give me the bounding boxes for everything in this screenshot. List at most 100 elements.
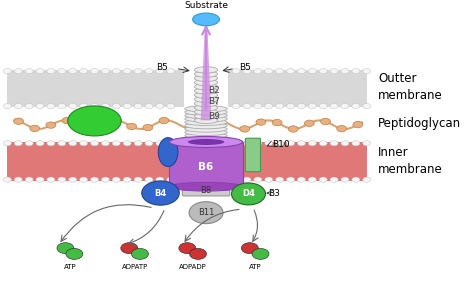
Circle shape bbox=[363, 103, 371, 109]
Circle shape bbox=[337, 126, 346, 132]
Ellipse shape bbox=[194, 75, 218, 81]
Text: B2: B2 bbox=[208, 86, 220, 94]
Circle shape bbox=[265, 177, 273, 182]
Circle shape bbox=[330, 177, 338, 182]
Circle shape bbox=[243, 141, 251, 146]
Text: B8: B8 bbox=[201, 186, 212, 195]
Circle shape bbox=[189, 202, 223, 224]
Circle shape bbox=[47, 69, 55, 74]
Circle shape bbox=[254, 69, 262, 74]
Circle shape bbox=[254, 141, 262, 146]
Circle shape bbox=[240, 126, 250, 132]
Circle shape bbox=[363, 141, 371, 146]
Circle shape bbox=[286, 141, 294, 146]
Circle shape bbox=[319, 141, 327, 146]
Ellipse shape bbox=[185, 129, 227, 135]
Text: B4: B4 bbox=[155, 189, 167, 198]
Circle shape bbox=[272, 119, 282, 126]
Ellipse shape bbox=[194, 113, 218, 119]
Circle shape bbox=[352, 177, 360, 182]
Polygon shape bbox=[201, 27, 211, 120]
Circle shape bbox=[58, 177, 66, 182]
Text: ATP: ATP bbox=[64, 264, 76, 270]
Text: B11: B11 bbox=[198, 208, 214, 217]
Circle shape bbox=[275, 177, 283, 182]
Circle shape bbox=[232, 177, 240, 182]
Circle shape bbox=[25, 141, 33, 146]
Bar bbox=[8, 142, 184, 181]
Ellipse shape bbox=[194, 79, 218, 86]
Text: ADPATP: ADPATP bbox=[121, 264, 148, 270]
Circle shape bbox=[304, 120, 314, 127]
Ellipse shape bbox=[192, 13, 219, 26]
Circle shape bbox=[265, 69, 273, 74]
Circle shape bbox=[275, 141, 283, 146]
Circle shape bbox=[134, 177, 142, 182]
Text: B5: B5 bbox=[156, 63, 168, 72]
Circle shape bbox=[80, 141, 88, 146]
Ellipse shape bbox=[194, 96, 218, 102]
Circle shape bbox=[36, 103, 44, 109]
Circle shape bbox=[288, 126, 298, 132]
Circle shape bbox=[352, 69, 360, 74]
Circle shape bbox=[134, 103, 142, 109]
Circle shape bbox=[308, 141, 316, 146]
Circle shape bbox=[91, 177, 99, 182]
Text: B5: B5 bbox=[239, 63, 251, 72]
Text: B9: B9 bbox=[208, 112, 220, 121]
Circle shape bbox=[308, 69, 316, 74]
Circle shape bbox=[69, 69, 77, 74]
Circle shape bbox=[123, 141, 131, 146]
Circle shape bbox=[112, 141, 120, 146]
Circle shape bbox=[363, 69, 371, 74]
Circle shape bbox=[265, 103, 273, 109]
Circle shape bbox=[14, 177, 22, 182]
Circle shape bbox=[232, 69, 240, 74]
Ellipse shape bbox=[185, 136, 227, 142]
Circle shape bbox=[91, 141, 99, 146]
Circle shape bbox=[179, 243, 196, 254]
Text: Substrate: Substrate bbox=[184, 1, 228, 10]
Circle shape bbox=[241, 243, 258, 254]
Circle shape bbox=[91, 103, 99, 109]
Circle shape bbox=[47, 103, 55, 109]
Circle shape bbox=[320, 118, 330, 125]
Circle shape bbox=[14, 118, 23, 124]
Circle shape bbox=[286, 69, 294, 74]
Circle shape bbox=[363, 177, 371, 182]
Circle shape bbox=[297, 103, 305, 109]
Ellipse shape bbox=[185, 119, 227, 125]
Circle shape bbox=[353, 121, 363, 128]
Circle shape bbox=[145, 177, 153, 182]
Circle shape bbox=[265, 141, 273, 146]
Circle shape bbox=[286, 103, 294, 109]
Circle shape bbox=[167, 141, 175, 146]
Circle shape bbox=[25, 177, 33, 182]
Circle shape bbox=[232, 141, 240, 146]
Circle shape bbox=[58, 69, 66, 74]
Circle shape bbox=[145, 141, 153, 146]
Circle shape bbox=[341, 177, 349, 182]
Circle shape bbox=[66, 248, 83, 259]
Circle shape bbox=[341, 103, 349, 109]
Ellipse shape bbox=[158, 138, 178, 167]
Circle shape bbox=[254, 103, 262, 109]
Circle shape bbox=[232, 103, 240, 109]
Circle shape bbox=[3, 177, 11, 182]
Bar bbox=[169, 142, 243, 187]
Circle shape bbox=[167, 177, 175, 182]
Ellipse shape bbox=[185, 126, 227, 132]
Circle shape bbox=[110, 117, 120, 124]
Circle shape bbox=[252, 248, 269, 259]
Circle shape bbox=[159, 117, 169, 124]
Circle shape bbox=[286, 177, 294, 182]
Circle shape bbox=[156, 141, 164, 146]
Circle shape bbox=[143, 124, 153, 131]
Ellipse shape bbox=[194, 117, 218, 124]
Ellipse shape bbox=[194, 100, 218, 107]
Circle shape bbox=[156, 69, 164, 74]
Circle shape bbox=[142, 181, 179, 205]
Circle shape bbox=[14, 103, 22, 109]
Circle shape bbox=[101, 141, 109, 146]
Circle shape bbox=[69, 177, 77, 182]
